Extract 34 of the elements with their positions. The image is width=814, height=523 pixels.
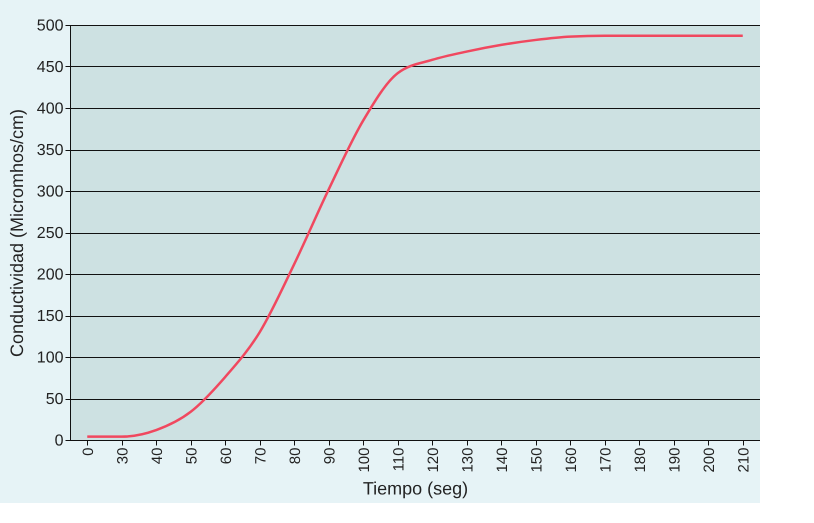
x-tick-label: 60 (218, 448, 235, 464)
y-tick-label: 250 (36, 225, 64, 242)
x-tick-label: 210 (735, 448, 752, 473)
x-tick-label: 100 (356, 448, 373, 473)
x-tick-label: 190 (666, 448, 684, 473)
x-tick-label: 200 (700, 448, 718, 473)
x-tick-label: 90 (321, 448, 338, 464)
y-tick-label: 150 (36, 308, 64, 325)
x-tick-label: 30 (114, 448, 132, 464)
x-tick-label: 170 (597, 448, 614, 473)
x-tick-label: 70 (252, 448, 270, 464)
y-tick-label: 200 (36, 266, 64, 284)
y-axis-title: Conductividad (Micromhos/cm) (6, 108, 27, 358)
y-tick-label: 100 (36, 350, 64, 366)
y-tick-label: 0 (54, 432, 64, 450)
x-tick-label: 180 (632, 448, 649, 473)
x-axis-title: Tiempo (seg) (362, 478, 468, 499)
y-tick-label: 500 (36, 18, 64, 34)
x-tick-label: 150 (528, 448, 546, 473)
x-tick-label: 130 (459, 448, 476, 473)
y-tick-label: 350 (36, 142, 64, 159)
line-series (86, 34, 744, 438)
y-tick-label: 450 (36, 59, 64, 76)
y-tick-label: 50 (46, 391, 64, 408)
y-tick-label: 400 (36, 100, 64, 118)
x-tick-label: 40 (148, 448, 166, 464)
x-tick-label: 80 (286, 448, 304, 464)
x-tick-label: 110 (390, 448, 408, 472)
x-tick-label: 160 (562, 448, 580, 473)
y-tick-label: 300 (36, 184, 64, 200)
x-tick-label: 140 (494, 448, 511, 473)
x-tick-label: 120 (424, 448, 442, 473)
x-tick-label: 0 (80, 448, 97, 456)
x-tick-label: 50 (183, 448, 200, 464)
